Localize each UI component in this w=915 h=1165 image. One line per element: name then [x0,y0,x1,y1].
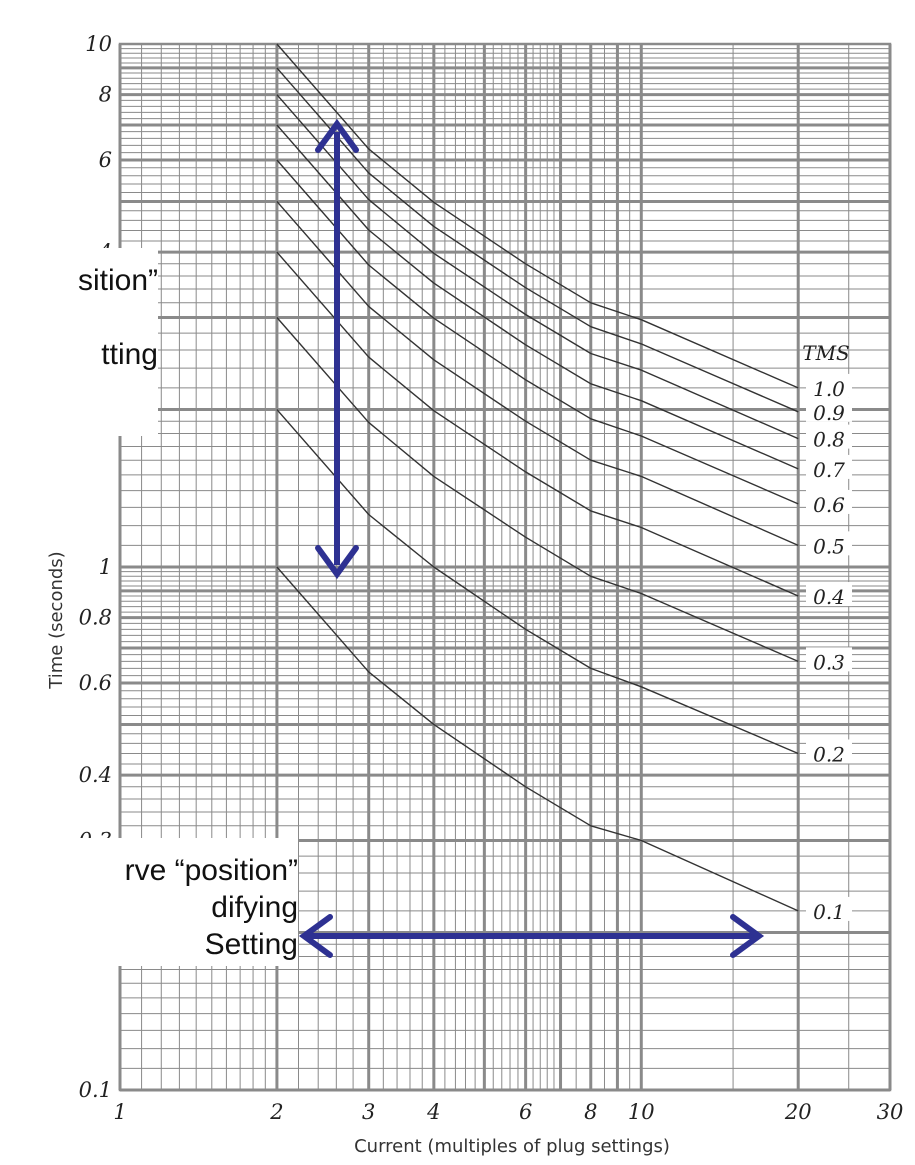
tms-label-bg [806,454,852,479]
tms-label-bg [806,424,852,449]
tms-label-0.5: 0.5 [813,534,845,558]
y-tick-8: 8 [99,83,112,107]
tms-curve-1.0 [276,43,799,389]
tms-curve-0.1 [276,566,799,912]
vertical-arrowhead-bottom [315,545,359,580]
top-callout: sition” tting [0,248,158,436]
tms-label-bg [806,531,852,556]
tms-label-bg [806,373,852,398]
tms-label-bg [806,739,852,764]
top-callout-line [0,299,158,336]
y-tick-6: 6 [99,148,112,172]
bottom-callout-line: difying [211,891,298,924]
x-tick-8: 8 [584,1100,597,1124]
tms-label-bg [806,896,852,921]
grid [118,42,892,1092]
tms-label-bg [806,647,852,672]
tms-label-0.6: 0.6 [813,493,845,517]
tms-label-bg [806,582,852,607]
x-tick-10: 10 [628,1100,655,1124]
legend-title: TMS [802,341,850,365]
y-tick-0.8: 0.8 [79,606,112,630]
tms-label-0.3: 0.3 [813,650,845,674]
tms-curve-0.6 [276,159,799,505]
bottom-callout-line: rve “position” [124,854,298,887]
tms-label-bg [806,489,852,514]
y-tick-0.4: 0.4 [79,763,112,787]
tms-curve-0.8 [276,94,799,440]
top-callout-line: sition” [77,264,158,297]
y-tick-10: 10 [85,32,112,56]
arrows [298,118,765,958]
curves [276,43,799,912]
y-tick-0.6: 0.6 [79,671,112,695]
y-axis-label: Time (seconds) [46,551,67,689]
x-tick-20: 20 [784,1100,812,1124]
tms-label-0.1: 0.1 [813,900,845,924]
y-tick-0.1: 0.1 [79,1078,112,1102]
top-callout-line: tting [101,338,158,371]
y-tick-1: 1 [99,555,112,579]
horizontal-arrowhead-left [298,914,333,958]
x-tick-4: 4 [426,1100,440,1124]
tms-curve-0.3 [276,317,799,663]
tms-label-0.7: 0.7 [813,458,845,482]
tms-curve-0.9 [276,67,799,413]
bottom-callout-line: Setting [204,928,298,961]
x-tick-2: 2 [269,1100,283,1124]
tms-label-0.4: 0.4 [813,585,845,609]
x-tick-30: 30 [877,1100,904,1124]
tms-label-0.9: 0.9 [813,401,845,425]
bottom-callout: rve “position” difying Setting [0,838,298,966]
x-tick-6: 6 [519,1100,532,1124]
tms-curve-0.5 [276,200,799,547]
vertical-arrowhead-top [315,118,359,153]
tms-curve-0.7 [276,124,799,470]
tms-label-bg [806,397,852,422]
horizontal-arrowhead-right [730,914,765,958]
tms-label-0.2: 0.2 [813,742,845,766]
tms-labels: 1.00.9 0.8 0.7 0.6 0.5 0.4 0.3 0.2 0.1 [806,373,852,924]
x-tick-labels: 1 2 3 4 6 8 10 20 30 [113,1100,903,1124]
x-axis-label: Current (multiples of plug settings) [354,1136,670,1157]
x-tick-3: 3 [362,1100,375,1124]
tms-curve-0.4 [276,251,799,597]
tms-label-0.8: 0.8 [813,428,845,452]
tms-label-1.0: 1.0 [813,377,845,401]
x-tick-1: 1 [113,1100,126,1124]
y-tick-labels: 0.10.30.40.60.8146810 [79,32,112,1102]
tms-curve-0.2 [276,409,799,755]
